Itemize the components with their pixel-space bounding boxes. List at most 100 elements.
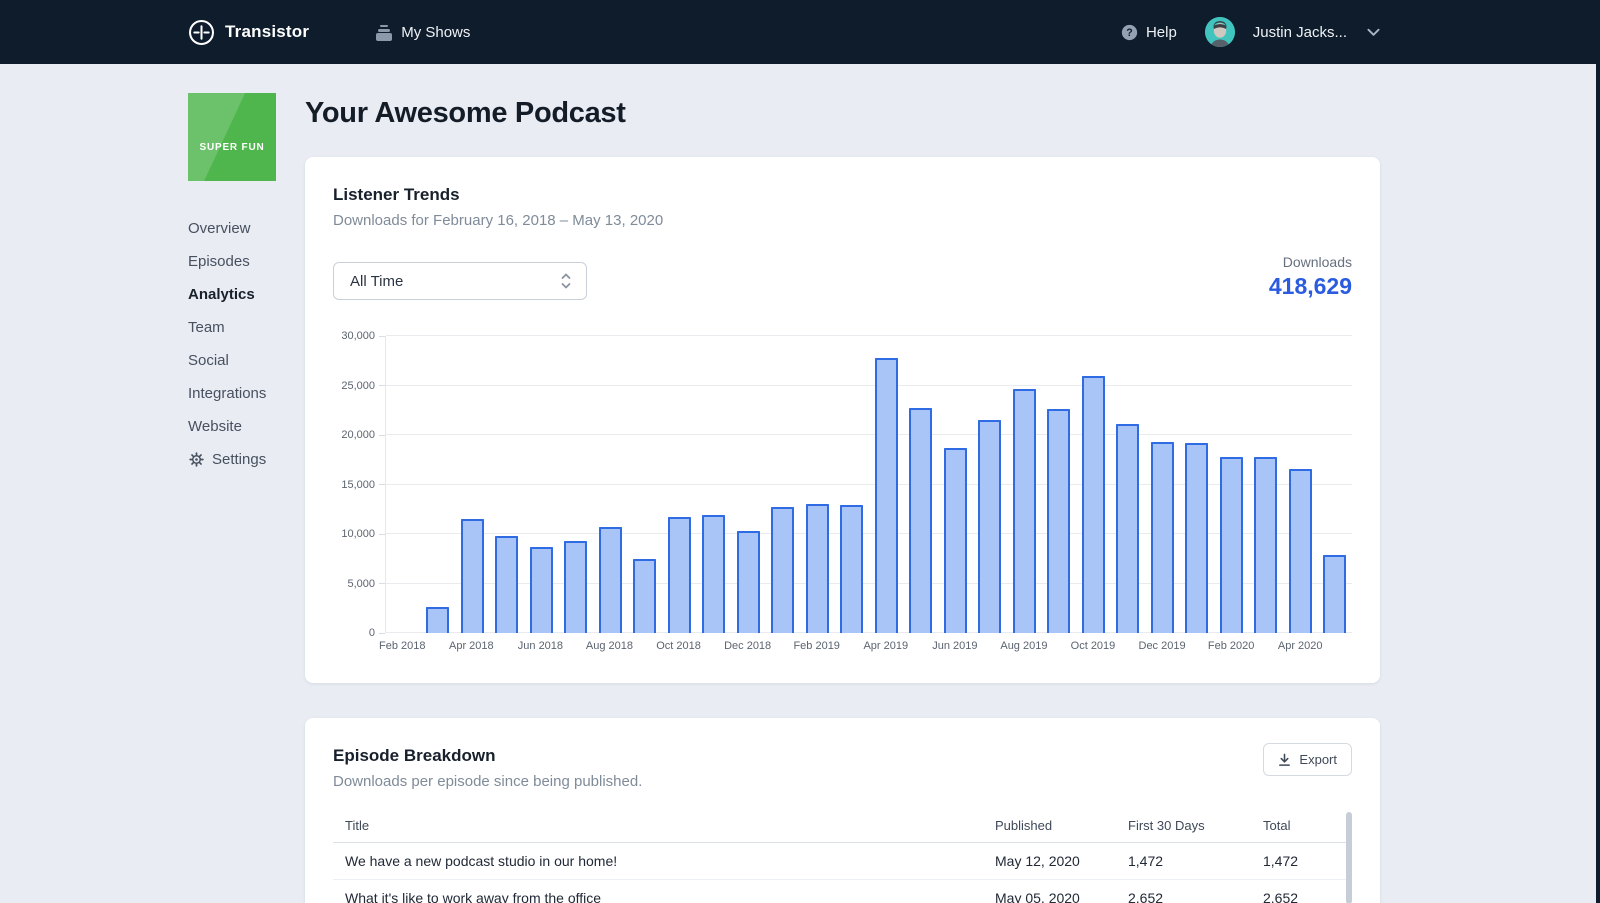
- help-icon: ?: [1121, 24, 1138, 41]
- episode-title-cell: What it's like to work away from the off…: [333, 880, 983, 903]
- chart-bar-mar-2018[interactable]: [426, 607, 449, 633]
- chart-bar-jan-2020[interactable]: [1185, 443, 1208, 633]
- chart-bar-slot-mar-2019: [835, 336, 870, 633]
- nav-my-shows[interactable]: My Shows: [375, 24, 470, 41]
- chart-bar-slot-may-2020: [1318, 336, 1353, 633]
- chart-bar-oct-2019[interactable]: [1082, 376, 1105, 633]
- podcast-artwork[interactable]: SUPER FUN: [188, 93, 276, 181]
- chart-bar-apr-2020[interactable]: [1289, 469, 1312, 633]
- x-label-feb-2019: Feb 2019: [793, 640, 839, 652]
- chart-bar-slot-sep-2019: [1042, 336, 1077, 633]
- chart-bar-aug-2019[interactable]: [1013, 389, 1036, 633]
- chart-bar-may-2020[interactable]: [1323, 555, 1346, 633]
- nav-help[interactable]: ? Help: [1121, 24, 1177, 41]
- help-label: Help: [1146, 24, 1177, 41]
- chart-bar-jul-2019[interactable]: [978, 420, 1001, 633]
- window-scrollbar-track[interactable]: [1596, 0, 1600, 903]
- chart-bar-sep-2019[interactable]: [1047, 409, 1070, 633]
- chart-bar-slot-dec-2018: [731, 336, 766, 633]
- chart-bar-mar-2020[interactable]: [1254, 457, 1277, 633]
- first-30-days-cell: 2,652: [1116, 880, 1251, 903]
- first-30-days-cell: 1,472: [1116, 843, 1251, 879]
- total-downloads-cell: 2,652: [1251, 880, 1352, 903]
- sidebar-item-settings[interactable]: Settings: [188, 443, 276, 476]
- x-label-apr-2020: Apr 2020: [1278, 640, 1323, 652]
- sidebar-item-team[interactable]: Team: [188, 311, 276, 344]
- listener-trends-title: Listener Trends: [333, 185, 1352, 205]
- chart-bar-slot-jun-2019: [938, 336, 973, 633]
- transistor-brand[interactable]: Transistor: [188, 19, 309, 46]
- chart-bar-feb-2019[interactable]: [806, 504, 829, 633]
- chart-bar-aug-2018[interactable]: [599, 527, 622, 633]
- episode-breakdown-card: Episode Breakdown Downloads per episode …: [305, 718, 1380, 903]
- table-row: What it's like to work away from the off…: [333, 880, 1352, 903]
- x-label-jun-2018: Jun 2018: [518, 640, 563, 652]
- sidebar-item-overview[interactable]: Overview: [188, 212, 276, 245]
- published-date-cell: May 05, 2020: [983, 880, 1116, 903]
- chart-bar-jun-2018[interactable]: [530, 547, 553, 633]
- chart-bar-slot-mar-2020: [1249, 336, 1284, 633]
- chart-bar-slot-feb-2020: [1214, 336, 1249, 633]
- my-shows-label: My Shows: [401, 24, 470, 41]
- chart-bar-slot-sep-2018: [628, 336, 663, 633]
- chart-x-axis: Feb 2018Apr 2018Jun 2018Aug 2018Oct 2018…: [385, 633, 1352, 655]
- select-chevrons-icon: [560, 271, 572, 291]
- sidebar-item-episodes[interactable]: Episodes: [188, 245, 276, 278]
- chart-bar-nov-2018[interactable]: [702, 515, 725, 633]
- chart-bar-jun-2019[interactable]: [944, 448, 967, 633]
- x-label-jun-2019: Jun 2019: [932, 640, 977, 652]
- episode-breakdown-subtitle: Downloads per episode since being publis…: [333, 773, 1352, 790]
- chart-bar-slot-oct-2019: [1076, 336, 1111, 633]
- chart-bar-may-2018[interactable]: [495, 536, 518, 633]
- chart-bar-slot-jul-2018: [559, 336, 594, 633]
- chart-bar-apr-2018[interactable]: [461, 519, 484, 633]
- chart-bar-oct-2018[interactable]: [668, 517, 691, 633]
- chart-bar-apr-2019[interactable]: [875, 358, 898, 633]
- column-header-total: Total: [1251, 812, 1352, 842]
- artwork-text: SUPER FUN: [188, 142, 276, 153]
- chart-bar-dec-2019[interactable]: [1151, 442, 1174, 633]
- column-header-published: Published: [983, 812, 1116, 842]
- chart-bar-slot-apr-2020: [1283, 336, 1318, 633]
- downloads-stat-value: 418,629: [1269, 273, 1352, 300]
- sidebar-item-integrations[interactable]: Integrations: [188, 377, 276, 410]
- table-scrollbar-thumb[interactable]: [1346, 812, 1352, 903]
- sidebar-item-analytics[interactable]: Analytics: [188, 278, 276, 311]
- chart-bar-nov-2019[interactable]: [1116, 424, 1139, 633]
- chart-bar-dec-2018[interactable]: [737, 531, 760, 633]
- x-label-oct-2019: Oct 2019: [1071, 640, 1116, 652]
- chart-bar-slot-mar-2018: [421, 336, 456, 633]
- sidebar-item-social[interactable]: Social: [188, 344, 276, 377]
- chart-bar-jul-2018[interactable]: [564, 541, 587, 633]
- chart-bar-may-2019[interactable]: [909, 408, 932, 633]
- export-button[interactable]: Export: [1263, 743, 1352, 776]
- chart-bar-mar-2019[interactable]: [840, 505, 863, 633]
- chart-bar-jan-2019[interactable]: [771, 507, 794, 633]
- chart-bar-feb-2020[interactable]: [1220, 457, 1243, 633]
- date-range-select[interactable]: All Time: [333, 262, 587, 300]
- user-menu[interactable]: Justin Jacks...: [1205, 17, 1380, 47]
- sidebar-item-label: Team: [188, 319, 225, 336]
- chart-bar-sep-2018[interactable]: [633, 559, 656, 633]
- sidebar-item-label: Settings: [212, 451, 266, 468]
- y-tick-5000: 5,000: [333, 578, 385, 590]
- chart-bar-slot-may-2019: [904, 336, 939, 633]
- sidebar-item-label: Overview: [188, 220, 251, 237]
- sidebar-item-website[interactable]: Website: [188, 410, 276, 443]
- chart-bar-slot-apr-2018: [455, 336, 490, 633]
- episode-table-header: TitlePublishedFirst 30 DaysTotal: [333, 812, 1352, 843]
- chart-bar-slot-nov-2018: [697, 336, 732, 633]
- published-date-cell: May 12, 2020: [983, 843, 1116, 879]
- chart-y-axis: 05,00010,00015,00020,00025,00030,000: [333, 336, 385, 633]
- svg-text:?: ?: [1126, 27, 1132, 39]
- x-label-dec-2018: Dec 2018: [724, 640, 771, 652]
- chart-bar-slot-aug-2019: [1007, 336, 1042, 633]
- chart-bar-slot-jan-2019: [766, 336, 801, 633]
- chart-bar-slot-feb-2018: [386, 336, 421, 633]
- sidebar-item-label: Analytics: [188, 286, 255, 303]
- chart-bar-slot-jul-2019: [973, 336, 1008, 633]
- chart-bar-slot-dec-2019: [1145, 336, 1180, 633]
- x-label-apr-2018: Apr 2018: [449, 640, 494, 652]
- transistor-logo-icon: [188, 19, 215, 46]
- date-range-value: All Time: [350, 273, 560, 290]
